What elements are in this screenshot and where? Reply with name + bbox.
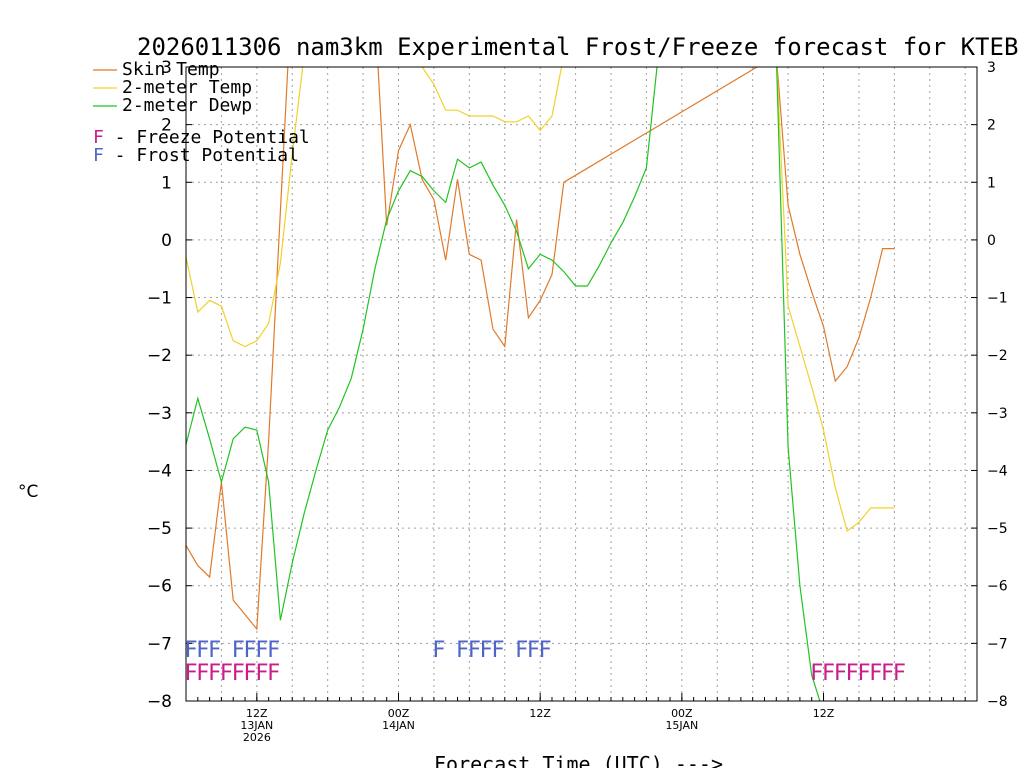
freeze-potential-marker: F bbox=[846, 661, 859, 686]
y-tick-label-left: 0 bbox=[161, 231, 172, 251]
x-tick-label: 2026 bbox=[243, 731, 271, 744]
y-tick-label-left: −3 bbox=[147, 404, 172, 424]
y-tick-label-right: −6 bbox=[987, 579, 1008, 595]
freeze-potential-marker: F bbox=[232, 661, 245, 686]
frost-potential-marker: F bbox=[184, 638, 197, 663]
y-tick-label-right: 0 bbox=[987, 233, 996, 249]
frost-potential-marker: F bbox=[456, 638, 469, 663]
freeze-potential-marker: F bbox=[822, 661, 835, 686]
x-axis-label: Forecast Time (UTC) ---> bbox=[434, 752, 723, 768]
frost-potential-marker: F bbox=[480, 638, 493, 663]
freeze-potential-marker: F bbox=[243, 661, 256, 686]
frost-potential-marker: F bbox=[468, 638, 481, 663]
y-tick-label-left: −5 bbox=[147, 519, 172, 539]
frost-potential-marker: F bbox=[527, 638, 540, 663]
gridlines bbox=[186, 67, 977, 701]
x-tick-label: 14JAN bbox=[382, 719, 415, 732]
freeze-potential-marker: F bbox=[267, 661, 280, 686]
y-tick-label-right: −7 bbox=[987, 636, 1008, 652]
frost-potential-marker: F bbox=[515, 638, 528, 663]
skin-temp-line bbox=[186, 67, 895, 631]
x-tick-label: 13JAN bbox=[240, 719, 273, 732]
frost-potential-marker: F bbox=[243, 638, 256, 663]
2-meter-dewp-line bbox=[186, 67, 821, 701]
y-tick-label-right: −1 bbox=[987, 291, 1008, 307]
y-tick-label-left: 2 bbox=[161, 116, 172, 136]
legend-marker-label: - Freeze Potential bbox=[104, 127, 310, 148]
legend-marker-glyph: F bbox=[93, 127, 104, 148]
frost-potential-marker: F bbox=[232, 638, 245, 663]
legend-marker-entry: F - Frost Potential bbox=[93, 145, 299, 166]
y-tick-label-right: −2 bbox=[987, 348, 1008, 364]
frost-potential-marker: F bbox=[255, 638, 268, 663]
y-tick-label-right: −3 bbox=[987, 406, 1008, 422]
y-axis-label: °C bbox=[18, 482, 38, 502]
freeze-potential-marker: F bbox=[834, 661, 847, 686]
y-tick-label-right: 2 bbox=[987, 118, 996, 134]
x-tick-label: 00Z bbox=[671, 707, 693, 720]
frost-potential-marker: F bbox=[208, 638, 221, 663]
x-tick-label: 12Z bbox=[813, 707, 835, 720]
frost-potential-marker: F bbox=[267, 638, 280, 663]
series-lines bbox=[186, 67, 895, 701]
freeze-potential-marker: F bbox=[810, 661, 823, 686]
freeze-potential-marker: F bbox=[184, 661, 197, 686]
freeze-potential-marker: F bbox=[220, 661, 233, 686]
y-tick-label-left: −6 bbox=[147, 577, 172, 597]
y-tick-label-left: −7 bbox=[147, 634, 172, 654]
legend-label-2-meter-temp: 2-meter Temp bbox=[122, 77, 252, 98]
x-tick-label: 12Z bbox=[529, 707, 551, 720]
legend-label-2-meter-dewp: 2-meter Dewp bbox=[122, 95, 252, 116]
freeze-potential-marker: F bbox=[869, 661, 882, 686]
legend-label-skin-temp: Skin Temp bbox=[122, 59, 220, 80]
axes: −8 −8 −7 −7 −6 −6 −5 −5 −4 −4 −3 −3 −2 −2 −1 −1 0 0 1 1 2 2 3 3… bbox=[147, 58, 1008, 744]
chart-title: 2026011306 nam3km Experimental Frost/Fre… bbox=[137, 33, 1018, 61]
y-tick-label-right: 1 bbox=[987, 175, 996, 191]
y-tick-label-left: 1 bbox=[161, 173, 172, 193]
y-tick-label-left: −1 bbox=[147, 289, 172, 309]
2-meter-temp-line bbox=[186, 67, 895, 533]
legend-marker-label: - Frost Potential bbox=[104, 145, 299, 166]
legend-marker-glyph: F bbox=[93, 145, 104, 166]
freeze-potential-marker: F bbox=[255, 661, 268, 686]
y-tick-label-right: −4 bbox=[987, 463, 1008, 479]
y-tick-label-right: −5 bbox=[987, 521, 1008, 537]
freeze-potential-marker: F bbox=[208, 661, 221, 686]
frost-potential-marker: F bbox=[491, 638, 504, 663]
frost-potential-marker: F bbox=[432, 638, 445, 663]
y-tick-label-left: −8 bbox=[147, 692, 172, 712]
freeze-potential-marker: F bbox=[196, 661, 209, 686]
freeze-potential-marker: F bbox=[893, 661, 906, 686]
x-tick-label: 00Z bbox=[388, 707, 410, 720]
y-tick-label-left: −2 bbox=[147, 346, 172, 366]
legend-marker-entry: F - Freeze Potential bbox=[93, 127, 310, 148]
y-tick-label-left: −4 bbox=[147, 461, 172, 481]
frost-potential-marker: F bbox=[196, 638, 209, 663]
plot-frame bbox=[185, 66, 978, 702]
frost-potential-marker: F bbox=[539, 638, 552, 663]
y-tick-label-right: 3 bbox=[987, 60, 996, 76]
y-tick-label-left: 3 bbox=[161, 58, 172, 78]
freeze-potential-marker: F bbox=[857, 661, 870, 686]
x-tick-label: 12Z bbox=[246, 707, 268, 720]
x-tick-label: 15JAN bbox=[665, 719, 698, 732]
freeze-potential-marker: F bbox=[881, 661, 894, 686]
y-tick-label-right: −8 bbox=[987, 694, 1008, 710]
